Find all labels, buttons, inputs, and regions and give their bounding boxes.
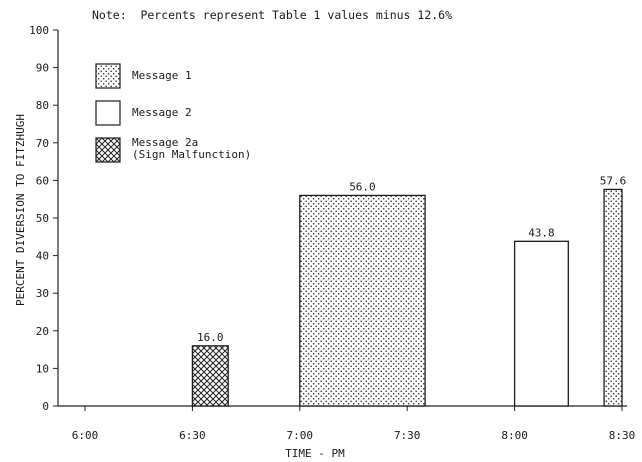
legend-sublabel: (Sign Malfunction) [132,148,251,161]
y-tick-label: 50 [36,212,49,225]
y-tick-label: 70 [36,137,49,150]
x-axis-label: TIME - PM [285,447,345,460]
bar-value-label: 16.0 [197,331,224,344]
x-tick-label: 8:00 [501,429,528,442]
y-tick-label: 10 [36,362,49,375]
y-tick-label: 20 [36,325,49,338]
legend-label: Message 2 [132,106,192,119]
bar [299,194,426,407]
x-tick-label: 6:30 [179,429,206,442]
x-tick-label: 6:00 [72,429,99,442]
y-tick-label: 100 [29,24,49,37]
y-tick-label: 90 [36,62,49,75]
bar [603,188,623,407]
bar-value-label: 56.0 [349,180,376,193]
legend-label: Message 2a [132,136,198,149]
y-tick-label: 60 [36,174,49,187]
legend-swatch [95,100,121,126]
x-tick-label: 7:30 [394,429,421,442]
bar [513,240,569,407]
bar-value-label: 57.6 [600,174,627,187]
y-tick-label: 80 [36,99,49,112]
legend-label: Message 1 [132,69,192,82]
y-axis-label: PERCENT DIVERSION TO FITZHUGH [14,114,27,306]
x-tick-label: 8:30 [609,429,636,442]
y-tick-label: 40 [36,250,49,263]
y-tick-label: 0 [42,400,49,413]
legend-swatch [95,63,121,89]
legend-swatch [95,137,121,163]
legend: Message 1 Message 2 Message 2a(Sign Malfun… [95,63,251,163]
plot-area: 0 10 20 30 40 50 60 70 80 90 100 6:00 6:30 7:00 7:30 8:… [29,24,635,442]
y-tick-label: 30 [36,287,49,300]
chart-note: Note: Percents represent Table 1 values … [92,8,452,22]
x-tick-label: 7:00 [287,429,314,442]
bar [191,345,229,407]
bar-value-label: 43.8 [528,226,555,239]
